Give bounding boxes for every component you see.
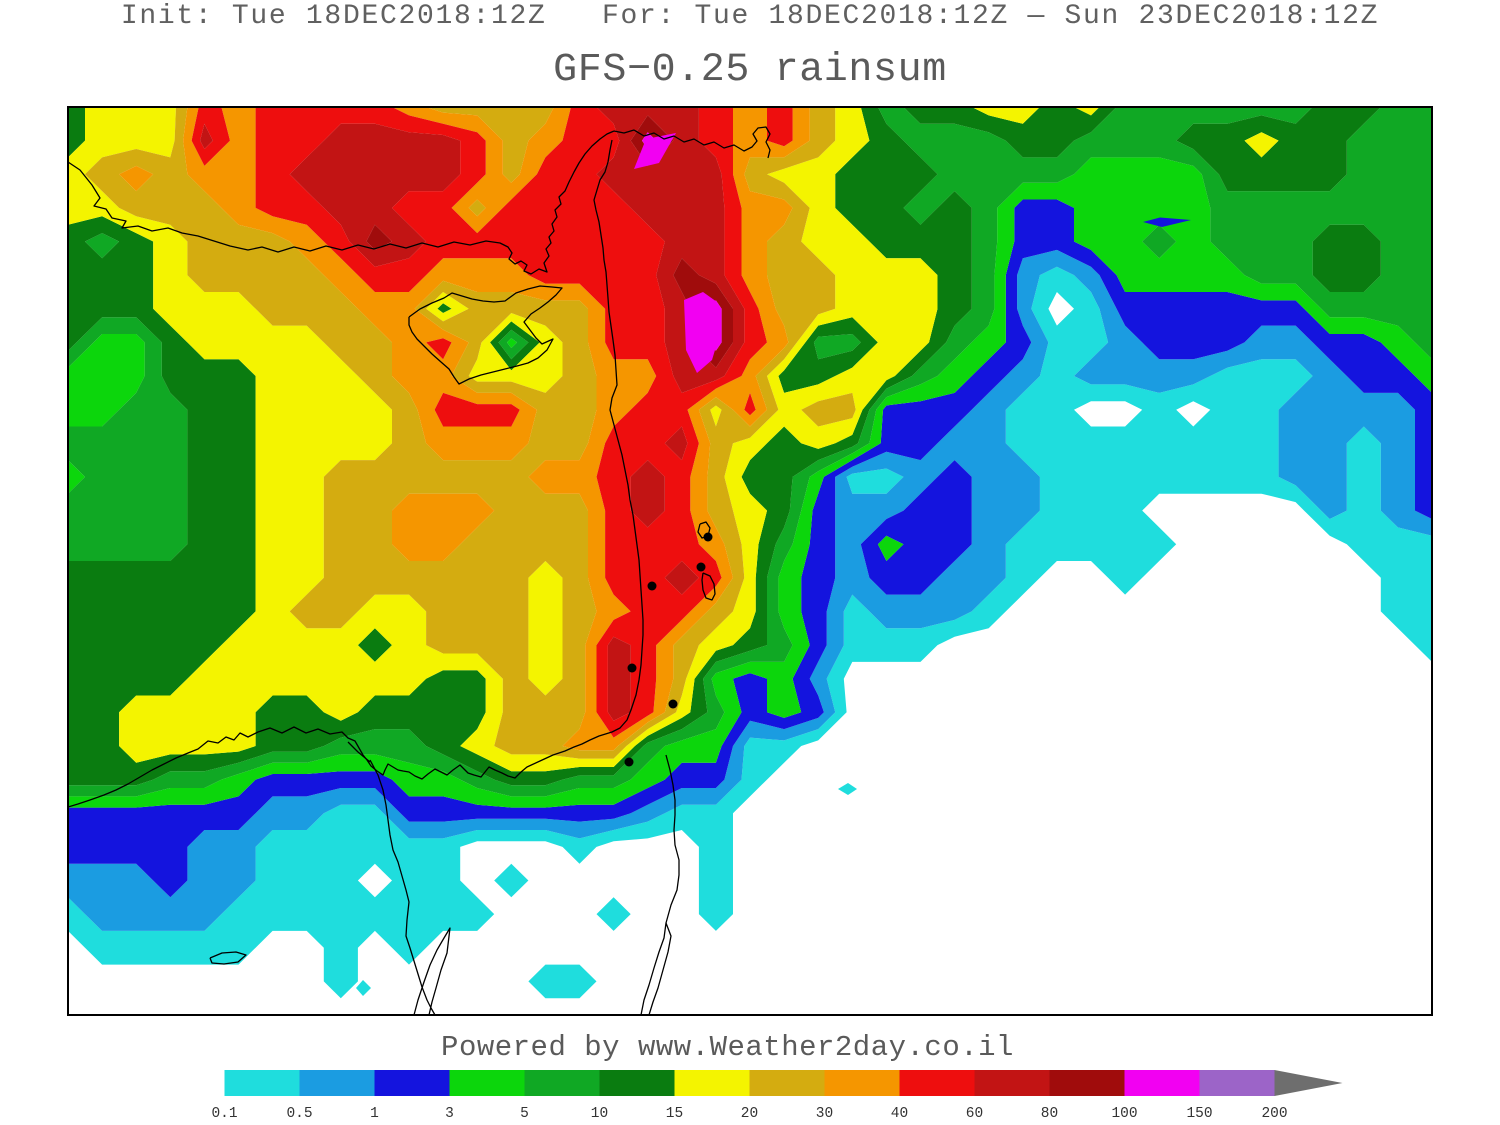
svg-text:5: 5 xyxy=(520,1106,529,1122)
svg-text:40: 40 xyxy=(891,1106,908,1122)
svg-text:80: 80 xyxy=(1041,1106,1058,1122)
svg-text:10: 10 xyxy=(591,1106,608,1122)
svg-text:30: 30 xyxy=(816,1106,833,1122)
svg-text:60: 60 xyxy=(966,1106,983,1122)
svg-text:100: 100 xyxy=(1111,1106,1137,1122)
svg-text:0.1: 0.1 xyxy=(211,1106,237,1122)
svg-text:0.5: 0.5 xyxy=(286,1106,312,1122)
svg-text:15: 15 xyxy=(666,1106,683,1122)
svg-text:20: 20 xyxy=(741,1106,758,1122)
svg-text:200: 200 xyxy=(1261,1106,1287,1122)
svg-text:1: 1 xyxy=(370,1106,379,1122)
svg-text:150: 150 xyxy=(1186,1106,1212,1122)
svg-text:3: 3 xyxy=(445,1106,454,1122)
